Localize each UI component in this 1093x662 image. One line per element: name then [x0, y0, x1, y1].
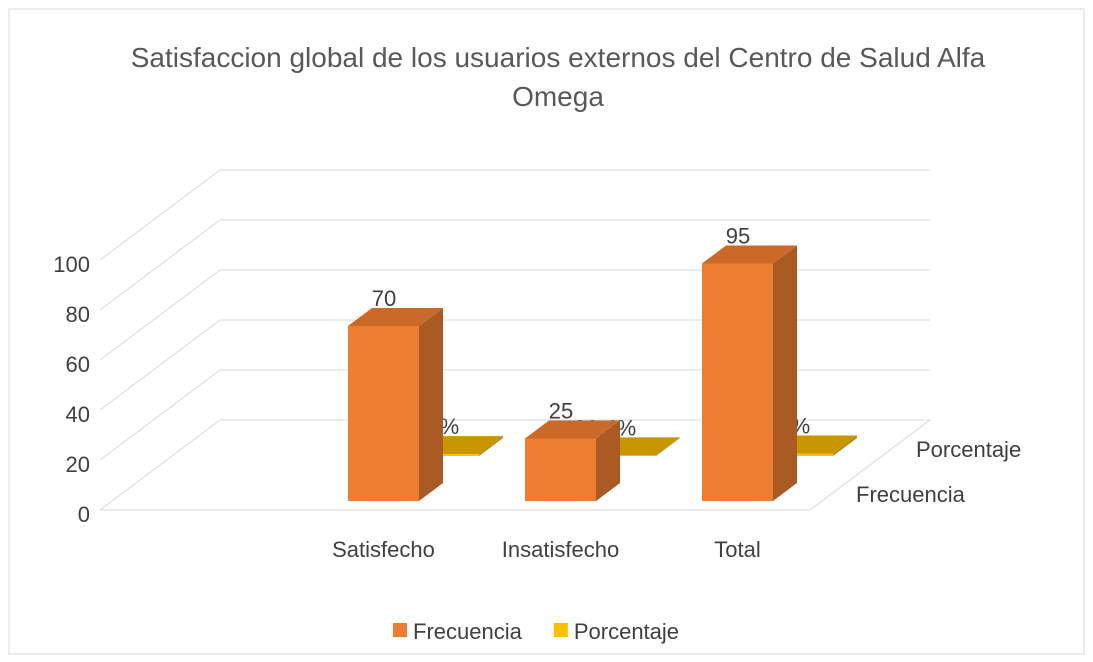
y-tick-label: 80 [66, 302, 90, 327]
bar-side [596, 420, 620, 501]
grid-line [99, 369, 930, 461]
grid-line [99, 219, 930, 311]
bar-front [525, 438, 596, 501]
x-tick-label: Satisfecho [332, 537, 435, 562]
bar-top [348, 308, 443, 326]
grid-line [99, 319, 930, 411]
bar [702, 245, 797, 501]
data-label: 95 [726, 224, 750, 249]
bar-side [419, 308, 443, 501]
y-tick-label: 60 [66, 352, 90, 377]
y-tick-label: 40 [66, 402, 90, 427]
chart-title: Satisfaccion global de los usuarios exte… [130, 42, 986, 112]
bar [348, 308, 443, 501]
legend-label: Porcentaje [574, 619, 679, 644]
grid-line [99, 419, 930, 511]
data-label: 25 [549, 399, 573, 424]
bar-side [479, 436, 503, 456]
x-tick-label: Insatisfecho [502, 537, 619, 562]
grid-line [99, 169, 930, 261]
floor-edge [809, 419, 931, 511]
legend-swatch [553, 623, 568, 637]
x-tick-label: Total [714, 537, 760, 562]
bar-side [833, 435, 857, 456]
bar-side [773, 245, 797, 501]
legend-label: Frecuencia [413, 619, 523, 644]
grid-line [99, 269, 930, 361]
bar-front [348, 326, 419, 501]
y-tick-label: 100 [53, 252, 90, 277]
data-label: 70 [372, 286, 396, 311]
y-tick-label: 0 [78, 502, 90, 527]
depth-axis-label: Frecuencia [856, 482, 966, 507]
bar-top [702, 245, 797, 264]
legend-swatch [393, 623, 407, 637]
depth-axis-label: Porcentaje [916, 437, 1021, 462]
bar [525, 420, 620, 501]
chart-border [8, 8, 1085, 655]
bar-side [656, 437, 680, 456]
bar-front [702, 263, 773, 501]
y-tick-label: 20 [66, 452, 90, 477]
bar-top [525, 420, 620, 439]
